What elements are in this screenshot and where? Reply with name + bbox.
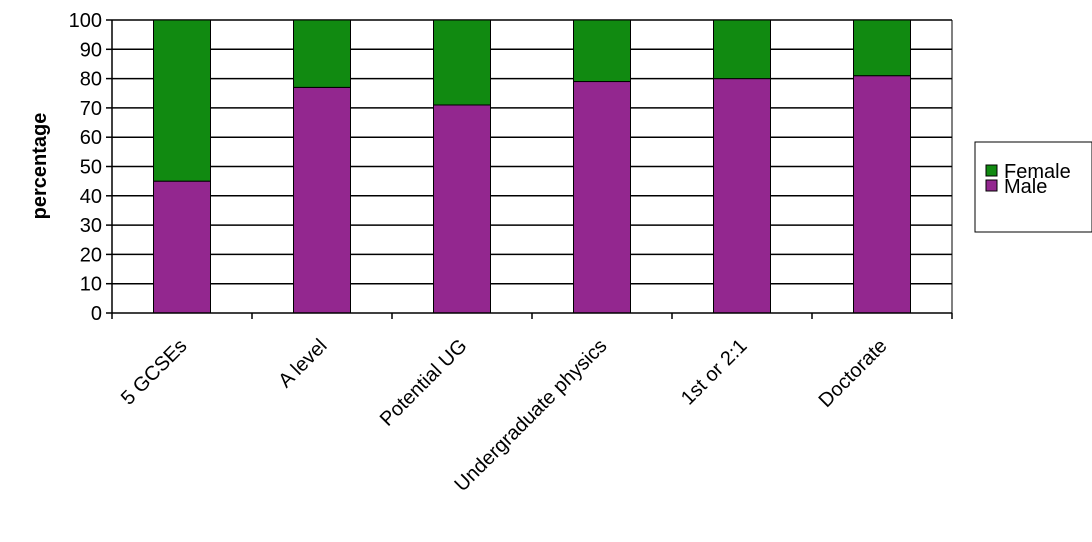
y-tick-label: 0: [91, 303, 102, 325]
axes: [106, 19, 953, 319]
y-tick-label: 100: [69, 10, 102, 32]
bar-male: [573, 81, 631, 314]
y-tick-label: 20: [80, 244, 102, 266]
bar-female: [433, 19, 491, 106]
bar-male: [853, 75, 911, 314]
x-tick-label: Undergraduate physics: [451, 335, 612, 496]
x-tick-label: Doctorate: [815, 335, 892, 412]
x-tick-label: A level: [274, 335, 331, 392]
y-tick-label: 60: [80, 127, 102, 149]
bar-female: [713, 19, 771, 80]
bar-male: [433, 104, 491, 314]
y-tick-label: 80: [80, 69, 102, 91]
bar-female: [853, 19, 911, 77]
y-tick-label: 90: [80, 39, 102, 61]
legend-swatch-male: [985, 179, 998, 192]
bar-female: [293, 19, 351, 88]
legend-label-female: Female: [1004, 161, 1071, 183]
legend-label-male: Male: [1004, 176, 1047, 198]
y-tick-label: 40: [80, 186, 102, 208]
x-tick-label: Potential UG: [376, 335, 472, 431]
x-tick-labels: 5 GCSEs A level Potential UGUndergraduate …: [117, 335, 892, 496]
x-tick-label: 5 GCSEs: [117, 335, 192, 410]
bars: [153, 19, 911, 314]
gridlines: [112, 19, 953, 313]
bar-female: [573, 19, 631, 83]
legend: Female Male: [974, 141, 1092, 233]
y-tick-label: 70: [80, 98, 102, 120]
bar-male: [293, 86, 351, 314]
bar-female: [153, 19, 211, 182]
bar-male: [713, 78, 771, 314]
x-tick-label: 1st or 2:1: [677, 335, 752, 410]
y-tick-label: 10: [80, 274, 102, 296]
y-tick-labels: 0 10 20 30 40 50 60 70 80 90 100: [69, 10, 102, 325]
bar-male: [153, 180, 211, 314]
y-tick-label: 30: [80, 215, 102, 237]
legend-swatch-female: [985, 164, 998, 177]
y-axis-title: percentage: [29, 113, 51, 220]
y-tick-label: 50: [80, 157, 102, 179]
